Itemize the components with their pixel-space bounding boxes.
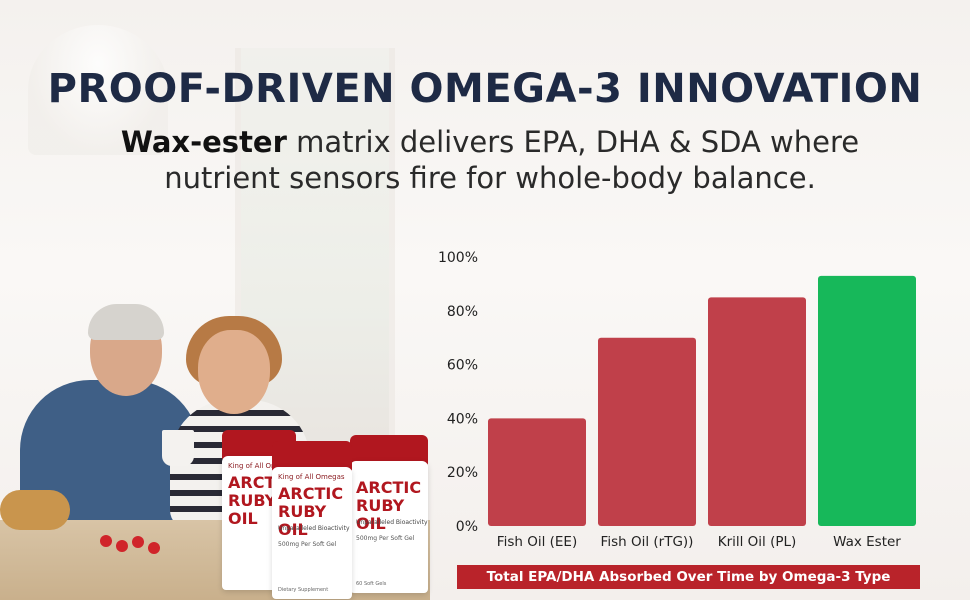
y-tick-label: 20% bbox=[447, 465, 478, 481]
tomato bbox=[100, 535, 112, 547]
bottle-footer: 60 Soft Gels bbox=[356, 581, 387, 587]
bottle-cap bbox=[272, 441, 352, 471]
woman-head bbox=[198, 330, 270, 414]
chart-caption: Total EPA/DHA Absorbed Over Time by Omeg… bbox=[457, 565, 920, 589]
bar-fish-oil-ee bbox=[488, 418, 586, 526]
subtitle-line2: nutrient sensors fire for whole-body bal… bbox=[164, 161, 816, 195]
bottle-footer: Dietary Supplement bbox=[278, 587, 329, 593]
subtitle-line1: matrix delivers EPA, DHA & SDA where bbox=[286, 125, 860, 159]
x-tick-label: Fish Oil (rTG)) bbox=[601, 534, 694, 550]
bread bbox=[0, 490, 70, 530]
x-axis: Fish Oil (EE) Fish Oil (rTG)) Krill Oil (P… bbox=[497, 534, 902, 550]
absorption-bar-chart: 0%20%40%60%80%100% Fish Oil (EE) Fish Oil… bbox=[438, 250, 916, 550]
bottle-brand: King of All Omegas bbox=[278, 473, 345, 481]
bottle-body bbox=[350, 461, 428, 593]
x-tick-label: Wax Ester bbox=[833, 534, 901, 550]
tomato bbox=[148, 542, 160, 554]
page-title: PROOF-DRIVEN OMEGA-3 INNOVATION bbox=[47, 66, 923, 112]
bar-fish-oil-rtg bbox=[598, 337, 696, 526]
subtitle-emphasis: Wax-ester bbox=[120, 125, 287, 159]
y-tick-label: 40% bbox=[447, 411, 478, 427]
bar-krill-oil-pl bbox=[708, 297, 806, 526]
bottle-brand: King of All Omegas bbox=[228, 462, 295, 470]
product-bottle-right: ARCTIC RUBY OIL Unparalleled Bioactivity … bbox=[350, 435, 428, 593]
y-tick-label: 0% bbox=[456, 519, 478, 535]
bottle-product-name: ARCTIC RUBY OIL bbox=[278, 484, 344, 539]
coffee-cup bbox=[162, 430, 194, 466]
bottle-body bbox=[272, 467, 352, 599]
tomato bbox=[116, 540, 128, 552]
background-lamp bbox=[28, 25, 168, 155]
product-bottle-front: King of All Omegas ARCTIC RUBY OIL Unpara… bbox=[272, 441, 352, 599]
bars bbox=[488, 275, 916, 526]
bottle-cap bbox=[350, 435, 428, 465]
tomato bbox=[132, 536, 144, 548]
bottle-dose: 500mg Per Soft Gel bbox=[356, 535, 415, 542]
bottle-dose: 500mg Per Soft Gel bbox=[278, 541, 337, 548]
bottle-product-name: ARCTIC RUBY OIL bbox=[356, 478, 422, 533]
x-tick-label: Krill Oil (PL) bbox=[718, 534, 797, 550]
y-tick-label: 100% bbox=[438, 250, 478, 266]
bar-wax-ester bbox=[818, 275, 916, 526]
y-tick-label: 80% bbox=[447, 304, 478, 320]
x-tick-label: Fish Oil (EE) bbox=[497, 534, 577, 550]
y-tick-label: 60% bbox=[447, 358, 478, 374]
bottle-tagline: Unparalleled Bioactivity bbox=[356, 519, 428, 526]
y-axis: 0% 20% 40% 60% 80% 100% bbox=[438, 250, 478, 535]
page-subtitle: Wax-ester matrix delivers EPA, DHA & SDA… bbox=[40, 124, 940, 196]
man-hair bbox=[88, 304, 164, 340]
bottle-tagline: Unparalleled Bioactivity bbox=[278, 525, 350, 532]
